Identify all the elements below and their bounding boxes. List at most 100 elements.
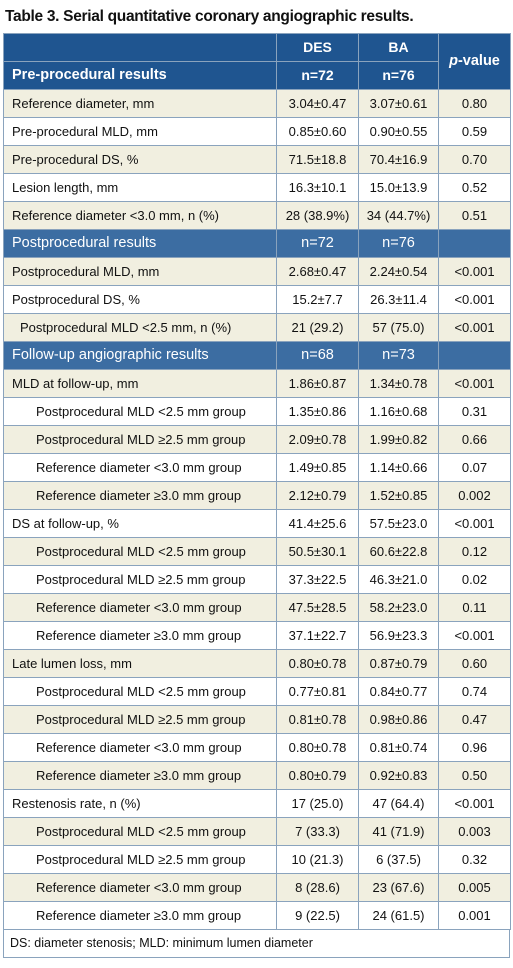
table-row: Pre-procedural DS, % 71.5±18.8 70.4±16.9 0.…	[3, 145, 511, 174]
cell-ba: 24 (61.5)	[358, 901, 439, 930]
table-row: Postprocedural MLD ≥2.5 mm group 10 (21.3…	[3, 845, 511, 874]
cell-ba: 1.52±0.85	[358, 481, 439, 510]
cell-ba: 1.16±0.68	[358, 397, 439, 426]
cell-ba: 26.3±11.4	[358, 285, 439, 314]
row-label: Postprocedural MLD ≥2.5 mm group	[3, 425, 277, 454]
cell-ba: 1.34±0.78	[358, 369, 439, 398]
table-row: Postprocedural MLD ≥2.5 mm group 0.81±0.7…	[3, 705, 511, 734]
table-row: DS at follow-up, % 41.4±25.6 57.5±23.0 <0.0…	[3, 509, 511, 538]
cell-p-value: 0.70	[438, 145, 511, 174]
table-row: Reference diameter <3.0 mm group 0.80±0.7…	[3, 733, 511, 762]
section-n-ba: n=76	[358, 229, 439, 258]
row-label: Lesion length, mm	[3, 173, 277, 202]
header-p-italic: p	[449, 53, 458, 69]
cell-des: 10 (21.3)	[276, 845, 359, 874]
cell-des: 2.09±0.78	[276, 425, 359, 454]
cell-des: 0.77±0.81	[276, 677, 359, 706]
cell-ba: 41 (71.9)	[358, 817, 439, 846]
header-p-rest: -value	[457, 53, 500, 69]
cell-ba: 2.24±0.54	[358, 257, 439, 286]
row-label: DS at follow-up, %	[3, 509, 277, 538]
cell-ba: 1.14±0.66	[358, 453, 439, 482]
row-label: Reference diameter ≥3.0 mm group	[3, 621, 277, 650]
cell-p-value: <0.001	[438, 313, 511, 342]
cell-des: 71.5±18.8	[276, 145, 359, 174]
cell-p-value: 0.001	[438, 901, 511, 930]
cell-des: 15.2±7.7	[276, 285, 359, 314]
table-row: Lesion length, mm 16.3±10.1 15.0±13.9 0.52	[3, 173, 511, 202]
cell-p-value: 0.60	[438, 649, 511, 678]
row-label: Pre-procedural MLD, mm	[3, 117, 277, 146]
section-n-des: n=68	[276, 341, 359, 370]
cell-des: 3.04±0.47	[276, 89, 359, 118]
cell-p-value: <0.001	[438, 257, 511, 286]
cell-ba: 23 (67.6)	[358, 873, 439, 902]
cell-ba: 0.87±0.79	[358, 649, 439, 678]
row-label: Reference diameter <3.0 mm group	[3, 593, 277, 622]
section-title: Follow-up angiographic results	[3, 341, 277, 370]
cell-p-value: <0.001	[438, 509, 511, 538]
cell-p-value: 0.51	[438, 201, 511, 230]
section-empty-cell	[438, 229, 511, 258]
cell-des: 17 (25.0)	[276, 789, 359, 818]
cell-des: 37.3±22.5	[276, 565, 359, 594]
cell-des: 8 (28.6)	[276, 873, 359, 902]
cell-ba: 0.84±0.77	[358, 677, 439, 706]
table-row: Reference diameter ≥3.0 mm group 2.12±0.7…	[3, 481, 511, 510]
cell-des: 1.49±0.85	[276, 453, 359, 482]
section-header-row: Follow-up angiographic results n=68 n=73	[3, 341, 511, 370]
table-row: Postprocedural MLD <2.5 mm group 1.35±0.8…	[3, 397, 511, 426]
header-ba: BA	[358, 33, 439, 62]
cell-p-value: <0.001	[438, 369, 511, 398]
table-row: Reference diameter <3.0 mm group 8 (28.6)…	[3, 873, 511, 902]
cell-p-value: 0.50	[438, 761, 511, 790]
row-label: Reference diameter, mm	[3, 89, 277, 118]
table-row: Reference diameter <3.0 mm group 1.49±0.8…	[3, 453, 511, 482]
section-header-row: Postprocedural results n=72 n=76	[3, 229, 511, 258]
cell-ba: 0.92±0.83	[358, 761, 439, 790]
row-label: Reference diameter ≥3.0 mm group	[3, 481, 277, 510]
row-label: Postprocedural MLD ≥2.5 mm group	[3, 565, 277, 594]
table-row: Reference diameter, mm 3.04±0.47 3.07±0.61…	[3, 89, 511, 118]
table-row: Reference diameter <3.0 mm group 47.5±28.…	[3, 593, 511, 622]
cell-des: 41.4±25.6	[276, 509, 359, 538]
row-label: Pre-procedural DS, %	[3, 145, 277, 174]
cell-des: 16.3±10.1	[276, 173, 359, 202]
cell-p-value: 0.59	[438, 117, 511, 146]
cell-p-value: 0.005	[438, 873, 511, 902]
cell-ba: 1.99±0.82	[358, 425, 439, 454]
cell-p-value: 0.52	[438, 173, 511, 202]
row-label: Postprocedural MLD <2.5 mm, n (%)	[3, 313, 277, 342]
cell-des: 1.86±0.87	[276, 369, 359, 398]
cell-des: 2.68±0.47	[276, 257, 359, 286]
header-p-value: p-value	[438, 33, 511, 90]
cell-p-value: 0.002	[438, 481, 511, 510]
cell-p-value: 0.74	[438, 677, 511, 706]
table-row: Reference diameter ≥3.0 mm group 37.1±22.…	[3, 621, 511, 650]
cell-des: 7 (33.3)	[276, 817, 359, 846]
section-n-ba: n=76	[358, 61, 439, 90]
table-row: Pre-procedural MLD, mm 0.85±0.60 0.90±0.55…	[3, 117, 511, 146]
section-n-ba: n=73	[358, 341, 439, 370]
cell-p-value: 0.66	[438, 425, 511, 454]
cell-des: 28 (38.9%)	[276, 201, 359, 230]
cell-p-value: 0.32	[438, 845, 511, 874]
cell-des: 0.85±0.60	[276, 117, 359, 146]
row-label: Reference diameter <3.0 mm group	[3, 733, 277, 762]
cell-p-value: 0.47	[438, 705, 511, 734]
table-row: Reference diameter <3.0 mm, n (%) 28 (38.…	[3, 201, 511, 230]
table-row: Late lumen loss, mm 0.80±0.78 0.87±0.79 0.6…	[3, 649, 511, 678]
section-empty-cell	[438, 341, 511, 370]
section-title: Postprocedural results	[3, 229, 277, 258]
row-label: Restenosis rate, n (%)	[3, 789, 277, 818]
cell-des: 0.80±0.78	[276, 649, 359, 678]
section-header-row: Pre-procedural results n=72 n=76	[3, 61, 511, 90]
table-row: Postprocedural MLD, mm 2.68±0.47 2.24±0.54…	[3, 257, 511, 286]
row-label: Postprocedural MLD <2.5 mm group	[3, 677, 277, 706]
table-row: Postprocedural DS, % 15.2±7.7 26.3±11.4 <0.…	[3, 285, 511, 314]
cell-des: 1.35±0.86	[276, 397, 359, 426]
cell-des: 0.80±0.79	[276, 761, 359, 790]
table-row: Restenosis rate, n (%) 17 (25.0) 47 (64.4)…	[3, 789, 511, 818]
table-row: Postprocedural MLD ≥2.5 mm group 37.3±22.…	[3, 565, 511, 594]
row-label: Reference diameter <3.0 mm group	[3, 453, 277, 482]
